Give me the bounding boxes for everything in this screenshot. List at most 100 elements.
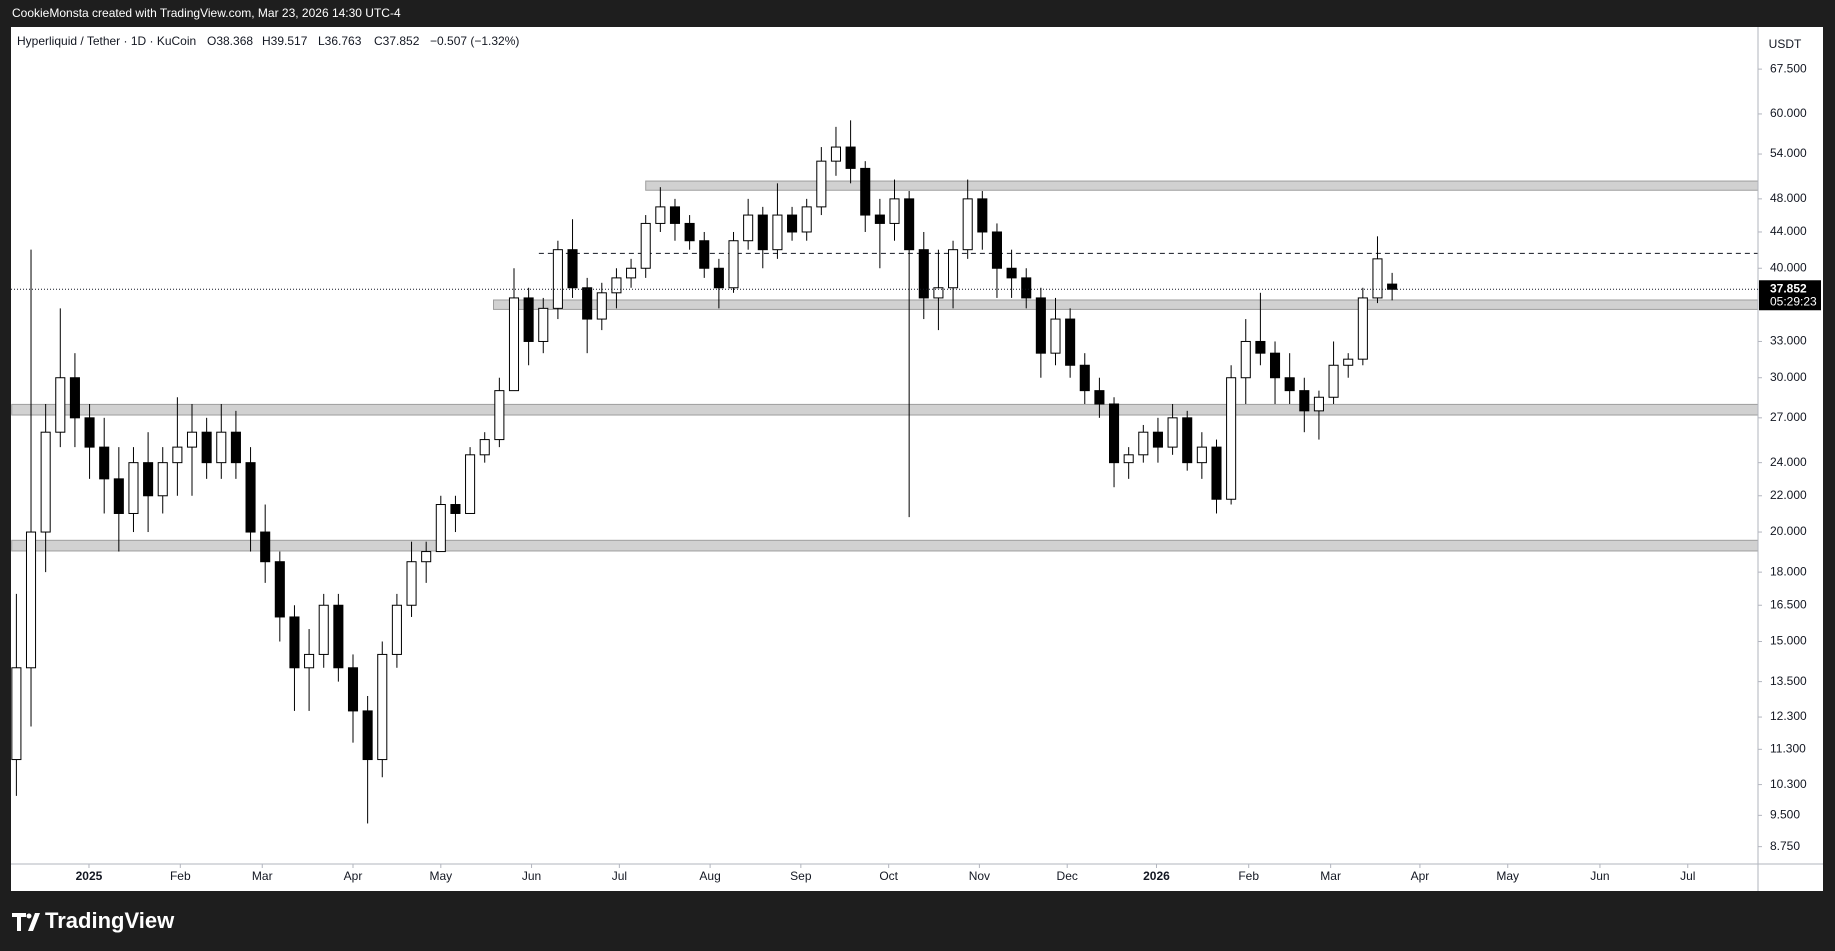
top-bar-text: CookieMonsta created with TradingView.co… [12,6,401,20]
candle-body [84,417,95,448]
candle-body [1109,403,1120,464]
x-tick-label: Apr [344,869,363,883]
x-tick-label: 2025 [76,869,103,883]
candle-body [260,531,271,563]
change: −0.507 (−1.32%) [430,34,519,48]
ohlc-open: O38.368 [207,34,253,48]
x-tick-label: Sep [790,869,812,883]
candle-body [1050,318,1061,354]
y-tick-label: 48.000 [1770,191,1807,205]
candle-body [391,604,402,655]
candle-body [830,146,842,162]
x-tick-label: Jul [612,869,627,883]
y-tick-label: 12.300 [1770,709,1807,723]
ohlc-high: H39.517 [262,34,308,48]
candle-body [626,267,637,279]
y-tick-label: 67.500 [1770,61,1807,75]
candle-body [845,146,856,169]
candle-body [377,653,388,761]
candle-body [684,222,695,242]
x-tick-label: Jun [1590,869,1609,883]
x-tick-label: Oct [879,869,898,883]
candle-body [582,287,593,320]
brand-name: TradingView [45,908,175,933]
y-tick-label: 33.000 [1770,334,1807,348]
candle-body [1021,277,1032,299]
x-tick-label: Feb [170,869,191,883]
candle-body [640,222,651,269]
countdown-label: 05:29:23 [1770,294,1817,308]
candle-body [611,277,622,294]
y-tick-label: 44.000 [1770,224,1807,238]
candle-body [113,478,124,514]
symbol: Hyperliquid / Tether · 1D · KuCoin [17,34,196,48]
candle-body [772,214,783,251]
candle-body [1035,297,1046,354]
y-tick-label: 30.000 [1770,370,1807,384]
candle-body [494,390,505,441]
candle-body [948,249,959,289]
candle-body [1094,390,1105,405]
candle-body [128,462,139,514]
candle-body [713,267,724,289]
price-zone [11,403,1759,416]
candle-body [1182,417,1193,464]
plot-area [11,120,1759,824]
ohlc-low: L36.763 [318,34,362,48]
candle-body [669,206,681,224]
logo-mark [12,913,40,931]
candle-body [274,561,285,618]
candle-body [450,504,461,514]
candle-body [962,198,973,251]
candle-body [860,167,871,216]
x-tick-label: Feb [1238,869,1259,883]
y-tick-label: 60.000 [1770,106,1807,120]
brand-logo: TradingView [12,908,175,933]
candle-body [538,307,549,342]
candle-body [1211,446,1222,500]
candle-body [977,198,988,233]
x-tick-label: Dec [1057,869,1078,883]
candle-body [216,431,227,464]
candle-body [245,462,256,533]
candle-body [421,551,432,563]
candle-body [201,431,212,464]
axis-unit: USDT [1769,37,1802,51]
candle-body [889,198,900,224]
candle-body [816,160,827,208]
candle-body [567,249,578,289]
candle-body [230,431,241,464]
candle-body [1372,258,1383,299]
candle-body [1269,352,1281,379]
x-tick-label: Nov [969,869,990,883]
candle-body [435,504,446,553]
candle-body [479,439,490,456]
candle-body [728,240,739,289]
candle-body [99,446,110,480]
y-tick-label: 13.500 [1770,674,1807,688]
candle-body [904,198,915,251]
x-tick-label: May [1496,869,1519,883]
logo-dot [26,913,32,919]
candle-body [552,249,563,309]
candle-body [1255,340,1266,354]
candle-body [55,377,66,433]
candle-body [1299,390,1310,412]
candle-body [1065,318,1076,366]
x-tick-label: Mar [1320,869,1341,883]
candle-body [1167,417,1178,448]
candle-body [1226,377,1237,500]
candle-body [918,249,929,299]
candle-body [1123,454,1134,464]
y-tick-label: 8.750 [1770,839,1800,853]
x-tick-label: Apr [1411,869,1430,883]
candle-body [1357,297,1368,360]
x-tick-label: Aug [699,869,720,883]
candle-body [465,454,476,514]
candle-body [289,616,300,669]
candle-body [1079,364,1090,392]
candle-body [11,667,22,761]
candle-body [1313,396,1324,412]
candle-body [1328,364,1339,398]
